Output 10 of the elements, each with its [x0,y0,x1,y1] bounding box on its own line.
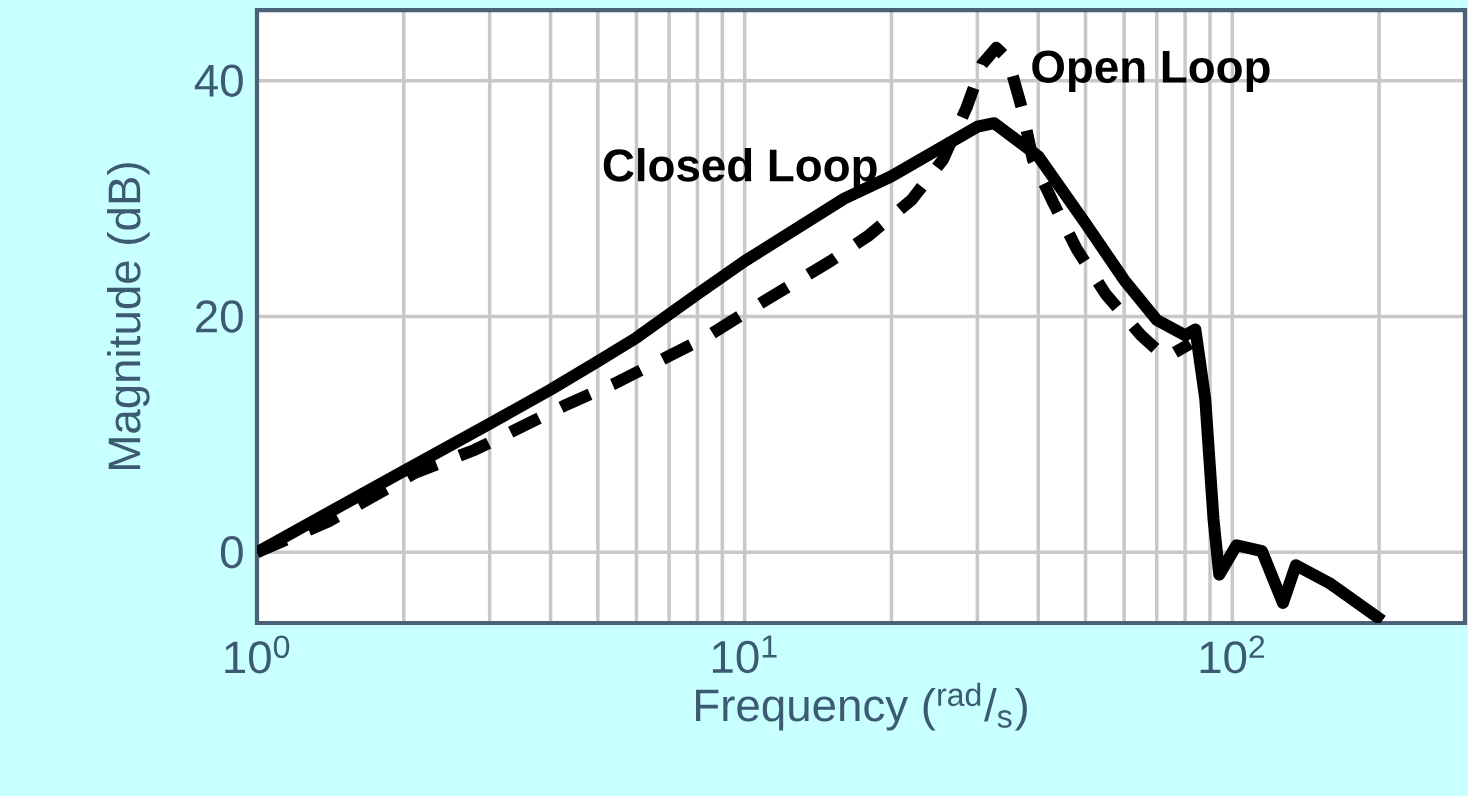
x-tick-label: 10$^{1}$ [712,635,777,674]
series-label: Open Loop [1032,50,1270,93]
y-axis-title: Magnitude (dB) [107,163,150,469]
y-tick-label: 20 [196,300,243,333]
y-tick-label: 40 [194,64,243,97]
x-tick-label: 10$^{0}$ [225,635,290,674]
x-axis-title: Frequency ($^{rad}$/$_{s}$) [696,682,1027,731]
series-label: Closed Loop [603,148,877,191]
y-tick-label: 0 [220,536,243,569]
x-tick-label: 10$^{2}$ [1200,635,1265,674]
